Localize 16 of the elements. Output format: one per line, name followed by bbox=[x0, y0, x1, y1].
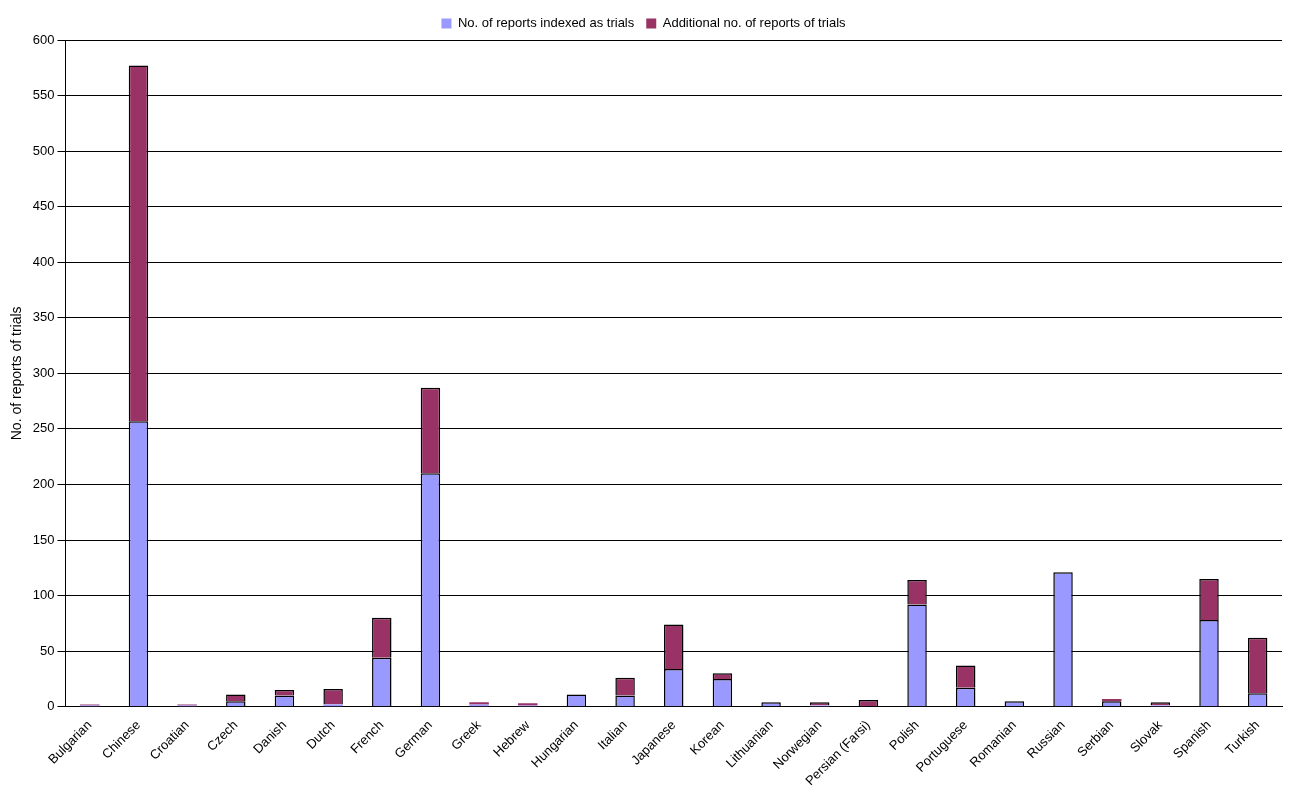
y-tick-label: 350 bbox=[32, 309, 55, 325]
y-axis-title: No. of reports of trials bbox=[8, 306, 25, 441]
legend-label: No. of reports indexed as trials bbox=[457, 15, 635, 31]
y-tick-label: 200 bbox=[32, 476, 55, 492]
y-tick-label: 550 bbox=[32, 87, 55, 103]
y-tick-label: 600 bbox=[32, 31, 55, 47]
y-tick-label: 300 bbox=[32, 364, 55, 380]
y-tick-label: 100 bbox=[32, 587, 55, 603]
y-tick-label: 0 bbox=[47, 698, 55, 714]
y-tick-label: 150 bbox=[32, 531, 55, 547]
y-tick-label: 500 bbox=[32, 142, 55, 158]
y-tick-label: 450 bbox=[32, 198, 55, 214]
y-tick-label: 250 bbox=[32, 420, 55, 436]
legend-label: Additional no. of reports of trials bbox=[662, 15, 847, 31]
y-tick-label: 50 bbox=[40, 642, 55, 658]
y-tick-label: 400 bbox=[32, 253, 55, 269]
